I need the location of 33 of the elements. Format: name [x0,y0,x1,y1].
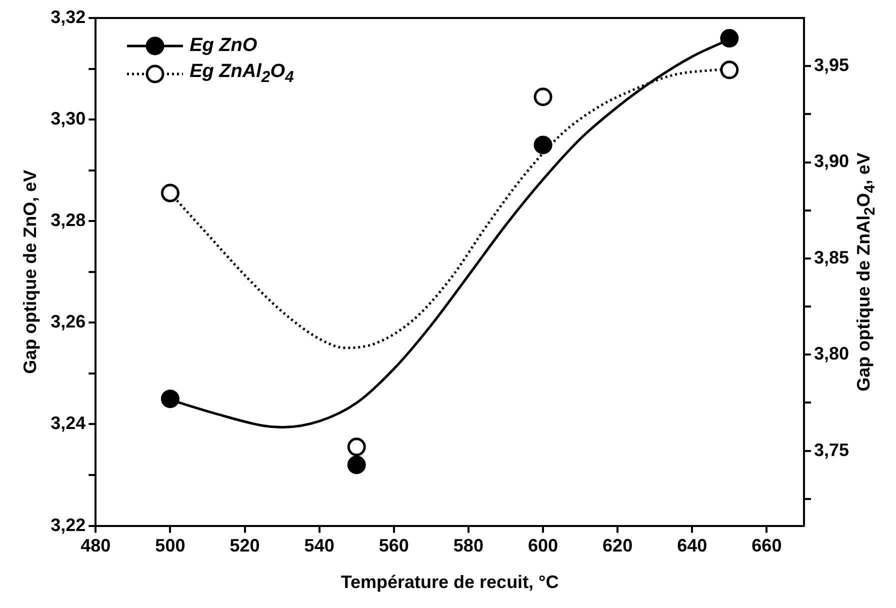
point [347,456,366,474]
point [720,60,739,80]
x-tick-label: 600 [528,536,558,556]
y2-tick-label: 3,80 [814,344,850,364]
x-tick-label: 640 [677,536,708,556]
point [347,438,366,456]
x-tick-label: 520 [230,536,260,556]
x-tick-label: 480 [80,536,111,556]
x-tick-label: 540 [304,536,334,556]
point [534,88,552,106]
x-tick-label: 560 [378,536,409,556]
legend-label: Eg ZnAl$_{2}$O$_{4}$ [190,61,294,87]
point [534,136,552,154]
y-tick-label: 3,22 [50,514,86,535]
x-tick-label: 620 [602,536,633,556]
y-tick-label: 3,26 [50,312,86,332]
y-tick-label: 3,24 [50,413,86,434]
point [160,390,180,408]
x-tick-label: 500 [155,536,186,556]
x-axis-title: Température de recuit, °C [340,572,559,592]
y2-tick-label: 3,90 [814,151,850,172]
point [160,184,180,202]
y2-tick-label: 3,95 [814,55,850,76]
y-axis-title: Gap optique de ZnO, eV [20,170,40,374]
y-tick-label: 3,32 [50,6,86,27]
x-tick-label: 660 [752,536,782,556]
y2-tick-label: 3,75 [814,440,850,460]
y-tick-label: 3,28 [50,210,86,230]
legend-label: Eg ZnO [190,35,258,57]
y-tick-label: 3,30 [50,108,86,129]
x-tick-label: 580 [453,536,484,556]
point [720,29,739,48]
y2-tick-label: 3,85 [814,247,850,268]
